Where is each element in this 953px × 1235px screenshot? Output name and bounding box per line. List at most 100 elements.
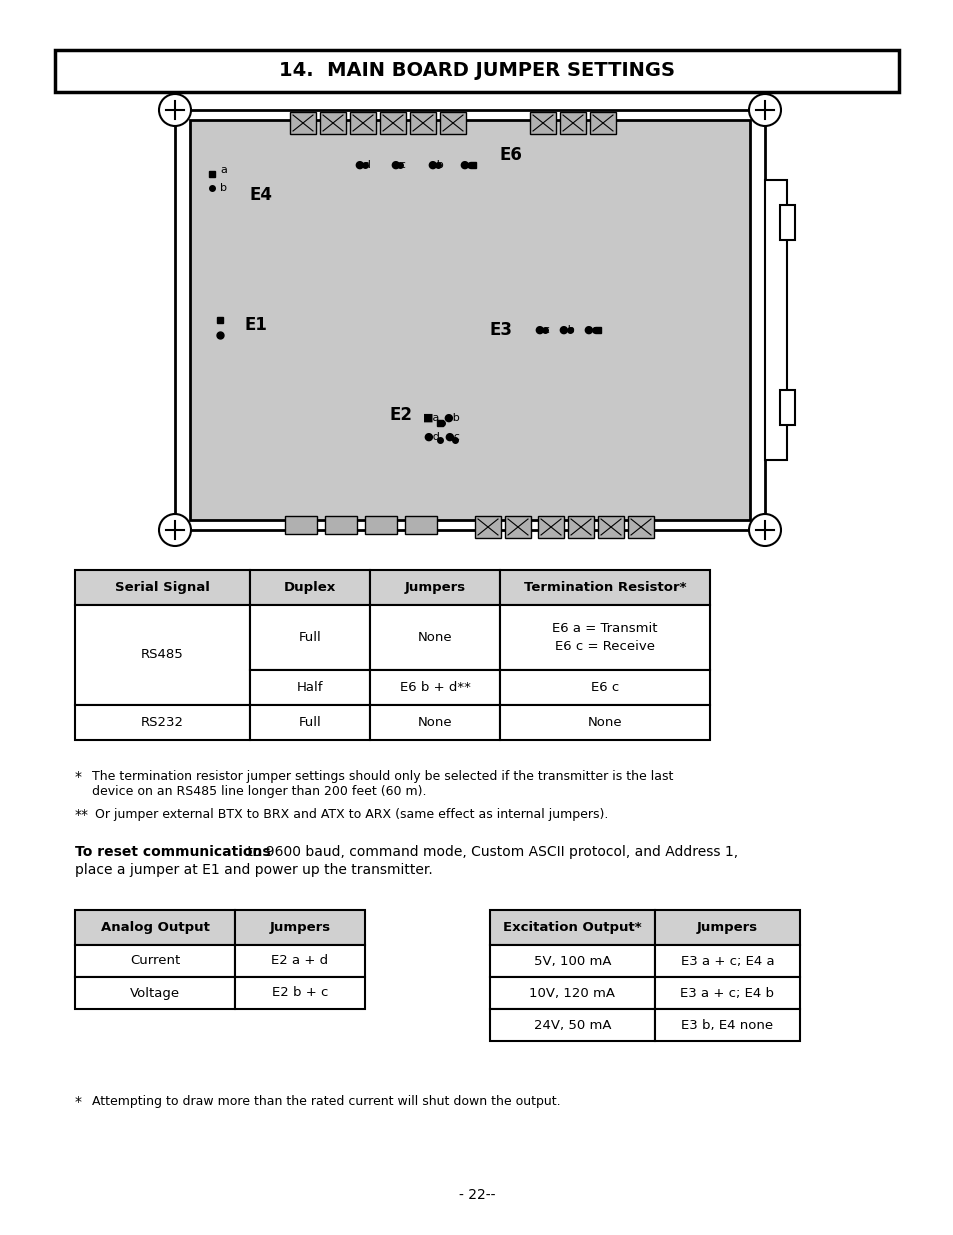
Bar — [475, 516, 500, 538]
Bar — [655, 1009, 800, 1041]
Text: Full: Full — [298, 716, 321, 729]
Text: RS485: RS485 — [141, 648, 184, 662]
Bar — [655, 910, 800, 945]
Text: ●c: ●c — [534, 325, 549, 335]
Bar — [365, 516, 396, 534]
Text: RS232: RS232 — [141, 716, 184, 729]
Text: Half: Half — [296, 680, 323, 694]
Text: Full: Full — [298, 631, 321, 643]
Bar — [567, 516, 594, 538]
Text: Duplex: Duplex — [284, 580, 335, 594]
Bar — [499, 571, 709, 605]
Bar — [410, 112, 436, 135]
Bar — [499, 605, 709, 671]
Text: E1: E1 — [245, 316, 268, 333]
Text: E6 c = Receive: E6 c = Receive — [555, 640, 655, 653]
Bar — [325, 516, 356, 534]
Bar — [655, 977, 800, 1009]
Bar — [370, 571, 499, 605]
Text: Attempting to draw more than the rated current will shut down the output.: Attempting to draw more than the rated c… — [91, 1095, 560, 1108]
Bar — [75, 945, 234, 977]
Text: ●c: ●c — [443, 432, 459, 442]
Circle shape — [748, 94, 781, 126]
Circle shape — [748, 514, 781, 546]
Text: E2 b + c: E2 b + c — [272, 987, 328, 999]
Bar — [780, 390, 794, 425]
Text: ●c: ●c — [390, 161, 406, 170]
Bar — [55, 49, 898, 91]
Bar — [764, 180, 786, 459]
Text: ●b: ●b — [558, 325, 575, 335]
Text: place a jumper at E1 and power up the transmitter.: place a jumper at E1 and power up the tr… — [75, 863, 433, 877]
Text: to 9600 baud, command mode, Custom ASCII protocol, and Address 1,: to 9600 baud, command mode, Custom ASCII… — [243, 845, 738, 860]
Bar — [598, 516, 623, 538]
Bar — [234, 910, 365, 945]
Bar — [250, 571, 370, 605]
Bar — [370, 605, 499, 671]
Bar — [250, 605, 370, 671]
Text: The termination resistor jumper settings should only be selected if the transmit: The termination resistor jumper settings… — [91, 769, 673, 798]
Bar — [75, 977, 234, 1009]
Bar — [290, 112, 315, 135]
Bar — [250, 671, 370, 705]
Text: ●d: ●d — [355, 161, 371, 170]
Text: E6: E6 — [499, 146, 522, 164]
Bar — [405, 516, 436, 534]
Bar — [490, 910, 655, 945]
Text: To reset communications: To reset communications — [75, 845, 271, 860]
Text: E6 a = Transmit: E6 a = Transmit — [552, 622, 657, 635]
Bar — [234, 945, 365, 977]
Bar — [490, 945, 655, 977]
Text: E3 a + c; E4 b: E3 a + c; E4 b — [679, 987, 774, 999]
Bar — [499, 671, 709, 705]
Text: a: a — [220, 165, 227, 175]
Text: E6 c: E6 c — [590, 680, 618, 694]
Bar — [350, 112, 375, 135]
Bar — [439, 112, 465, 135]
Text: Analog Output: Analog Output — [100, 921, 210, 934]
Text: E3 a + c; E4 a: E3 a + c; E4 a — [680, 955, 774, 967]
Bar — [589, 112, 616, 135]
Bar — [75, 705, 250, 740]
Text: ●b: ●b — [427, 161, 444, 170]
Text: Termination Resistor*: Termination Resistor* — [523, 580, 685, 594]
Text: Serial Signal: Serial Signal — [115, 580, 210, 594]
Bar — [490, 977, 655, 1009]
Bar — [190, 120, 749, 520]
Text: E4: E4 — [250, 186, 273, 204]
Bar — [559, 112, 585, 135]
Bar — [627, 516, 654, 538]
Text: ■a: ■a — [423, 412, 440, 424]
Bar — [250, 705, 370, 740]
Text: None: None — [587, 716, 621, 729]
Bar — [370, 671, 499, 705]
Bar — [780, 205, 794, 240]
Text: *: * — [75, 769, 82, 784]
Text: ●b: ●b — [443, 412, 460, 424]
Text: None: None — [417, 631, 452, 643]
Bar — [234, 977, 365, 1009]
Text: **: ** — [75, 808, 89, 823]
Bar — [499, 705, 709, 740]
Text: ●d: ●d — [423, 432, 440, 442]
Text: None: None — [417, 716, 452, 729]
Text: Current: Current — [130, 955, 180, 967]
Bar — [75, 910, 234, 945]
Text: E2: E2 — [390, 406, 413, 424]
Bar — [174, 110, 764, 530]
Text: E6 b + d**: E6 b + d** — [399, 680, 470, 694]
Bar — [490, 1009, 655, 1041]
Bar — [537, 516, 563, 538]
Text: - 22--: - 22-- — [458, 1188, 495, 1202]
Text: E3: E3 — [490, 321, 513, 338]
Bar — [504, 516, 531, 538]
Bar — [285, 516, 316, 534]
Text: b: b — [220, 183, 227, 193]
Bar — [370, 705, 499, 740]
Bar — [379, 112, 406, 135]
Bar — [319, 112, 346, 135]
Circle shape — [159, 514, 191, 546]
Text: Jumpers: Jumpers — [697, 921, 758, 934]
Text: E2 a + d: E2 a + d — [272, 955, 328, 967]
Text: *: * — [75, 1095, 82, 1109]
